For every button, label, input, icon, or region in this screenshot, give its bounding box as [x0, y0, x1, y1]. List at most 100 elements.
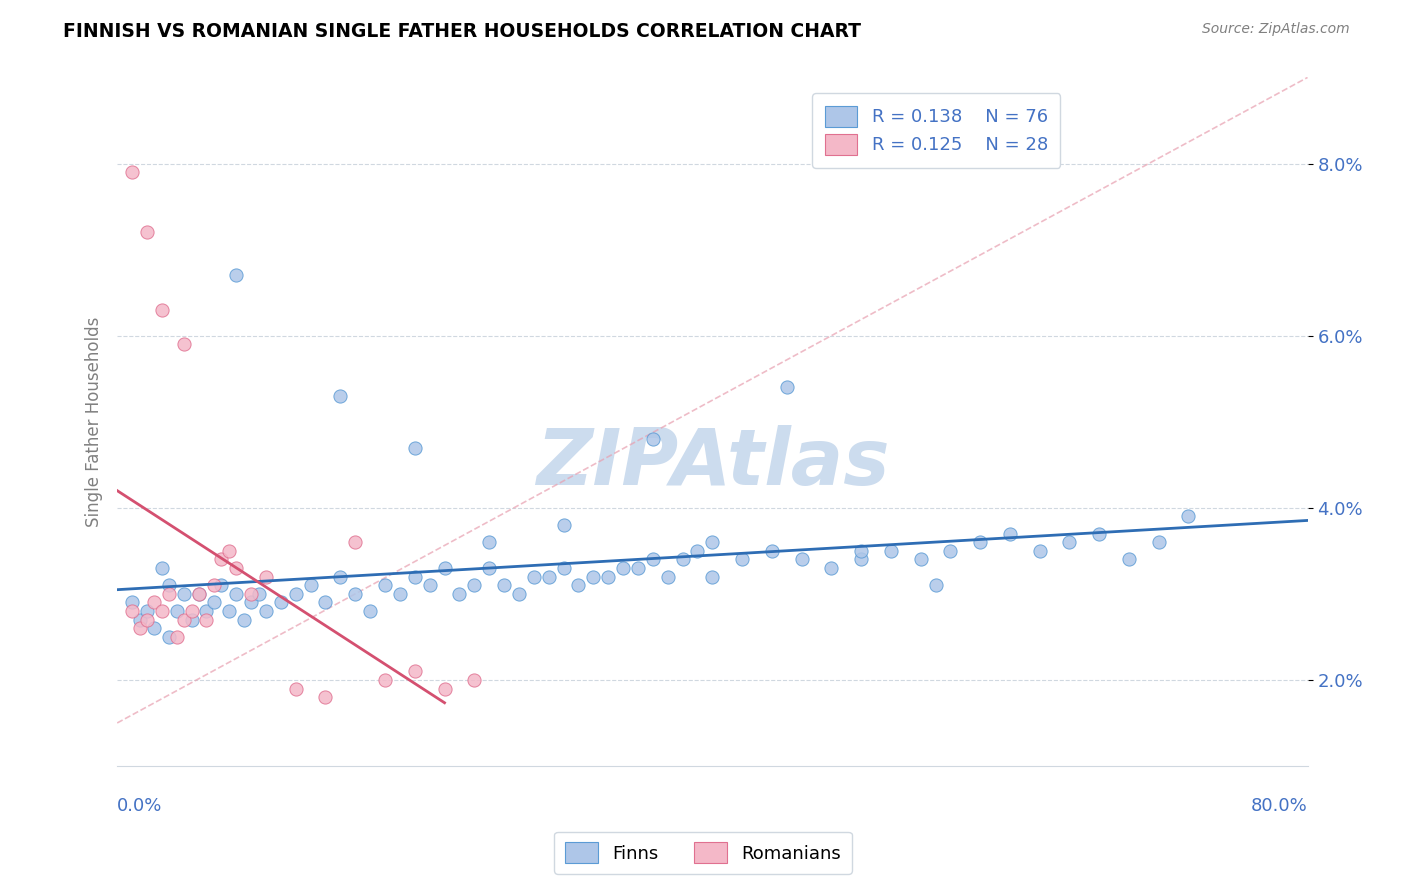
- Point: [173, 587, 195, 601]
- Point: [121, 595, 143, 609]
- Point: [404, 665, 426, 679]
- Point: [315, 595, 337, 609]
- Point: [254, 604, 277, 618]
- Point: [157, 630, 180, 644]
- Point: [218, 544, 240, 558]
- Point: [143, 595, 166, 609]
- Point: [209, 578, 232, 592]
- Point: [657, 569, 679, 583]
- Point: [329, 569, 352, 583]
- Point: [299, 578, 322, 592]
- Point: [195, 613, 218, 627]
- Point: [180, 613, 202, 627]
- Point: [731, 552, 754, 566]
- Point: [166, 630, 188, 644]
- Legend: R = 0.138    N = 76, R = 0.125    N = 28: R = 0.138 N = 76, R = 0.125 N = 28: [811, 94, 1060, 168]
- Point: [910, 552, 932, 566]
- Point: [641, 432, 664, 446]
- Point: [820, 561, 842, 575]
- Point: [136, 604, 159, 618]
- Point: [254, 569, 277, 583]
- Point: [157, 578, 180, 592]
- Point: [232, 613, 254, 627]
- Point: [218, 604, 240, 618]
- Point: [404, 569, 426, 583]
- Point: [790, 552, 813, 566]
- Point: [567, 578, 589, 592]
- Point: [433, 561, 456, 575]
- Point: [136, 226, 159, 240]
- Point: [1147, 535, 1170, 549]
- Point: [329, 389, 352, 403]
- Point: [939, 544, 962, 558]
- Point: [143, 621, 166, 635]
- Point: [374, 673, 396, 687]
- Point: [136, 613, 159, 627]
- Point: [157, 587, 180, 601]
- Point: [240, 587, 263, 601]
- Point: [553, 518, 575, 533]
- Point: [225, 561, 247, 575]
- Point: [849, 552, 872, 566]
- Text: FINNISH VS ROMANIAN SINGLE FATHER HOUSEHOLDS CORRELATION CHART: FINNISH VS ROMANIAN SINGLE FATHER HOUSEH…: [63, 22, 862, 41]
- Point: [315, 690, 337, 705]
- Point: [150, 302, 173, 317]
- Point: [686, 544, 709, 558]
- Point: [776, 380, 799, 394]
- Point: [225, 587, 247, 601]
- Point: [166, 604, 188, 618]
- Point: [1028, 544, 1050, 558]
- Point: [702, 569, 724, 583]
- Point: [924, 578, 946, 592]
- Point: [761, 544, 783, 558]
- Point: [195, 604, 218, 618]
- Point: [404, 441, 426, 455]
- Point: [173, 337, 195, 351]
- Point: [612, 561, 634, 575]
- Point: [374, 578, 396, 592]
- Text: Source: ZipAtlas.com: Source: ZipAtlas.com: [1202, 22, 1350, 37]
- Point: [463, 673, 485, 687]
- Point: [1177, 509, 1199, 524]
- Point: [598, 569, 620, 583]
- Point: [284, 681, 307, 696]
- Point: [209, 552, 232, 566]
- Point: [1118, 552, 1140, 566]
- Point: [202, 578, 225, 592]
- Point: [173, 613, 195, 627]
- Point: [188, 587, 211, 601]
- Y-axis label: Single Father Households: Single Father Households: [86, 317, 103, 527]
- Point: [449, 587, 471, 601]
- Point: [463, 578, 485, 592]
- Point: [433, 681, 456, 696]
- Point: [1059, 535, 1081, 549]
- Point: [240, 595, 263, 609]
- Point: [128, 613, 150, 627]
- Point: [998, 526, 1021, 541]
- Point: [359, 604, 381, 618]
- Point: [969, 535, 991, 549]
- Text: ZIPAtlas: ZIPAtlas: [536, 425, 889, 501]
- Text: 80.0%: 80.0%: [1251, 797, 1308, 814]
- Point: [188, 587, 211, 601]
- Point: [492, 578, 515, 592]
- Point: [344, 587, 367, 601]
- Point: [478, 561, 501, 575]
- Point: [344, 535, 367, 549]
- Point: [1088, 526, 1111, 541]
- Legend: Finns, Romanians: Finns, Romanians: [554, 831, 852, 874]
- Point: [388, 587, 411, 601]
- Point: [671, 552, 693, 566]
- Point: [702, 535, 724, 549]
- Point: [270, 595, 292, 609]
- Point: [202, 595, 225, 609]
- Point: [582, 569, 605, 583]
- Text: 0.0%: 0.0%: [117, 797, 163, 814]
- Point: [284, 587, 307, 601]
- Point: [553, 561, 575, 575]
- Point: [121, 165, 143, 179]
- Point: [849, 544, 872, 558]
- Point: [180, 604, 202, 618]
- Point: [121, 604, 143, 618]
- Point: [537, 569, 560, 583]
